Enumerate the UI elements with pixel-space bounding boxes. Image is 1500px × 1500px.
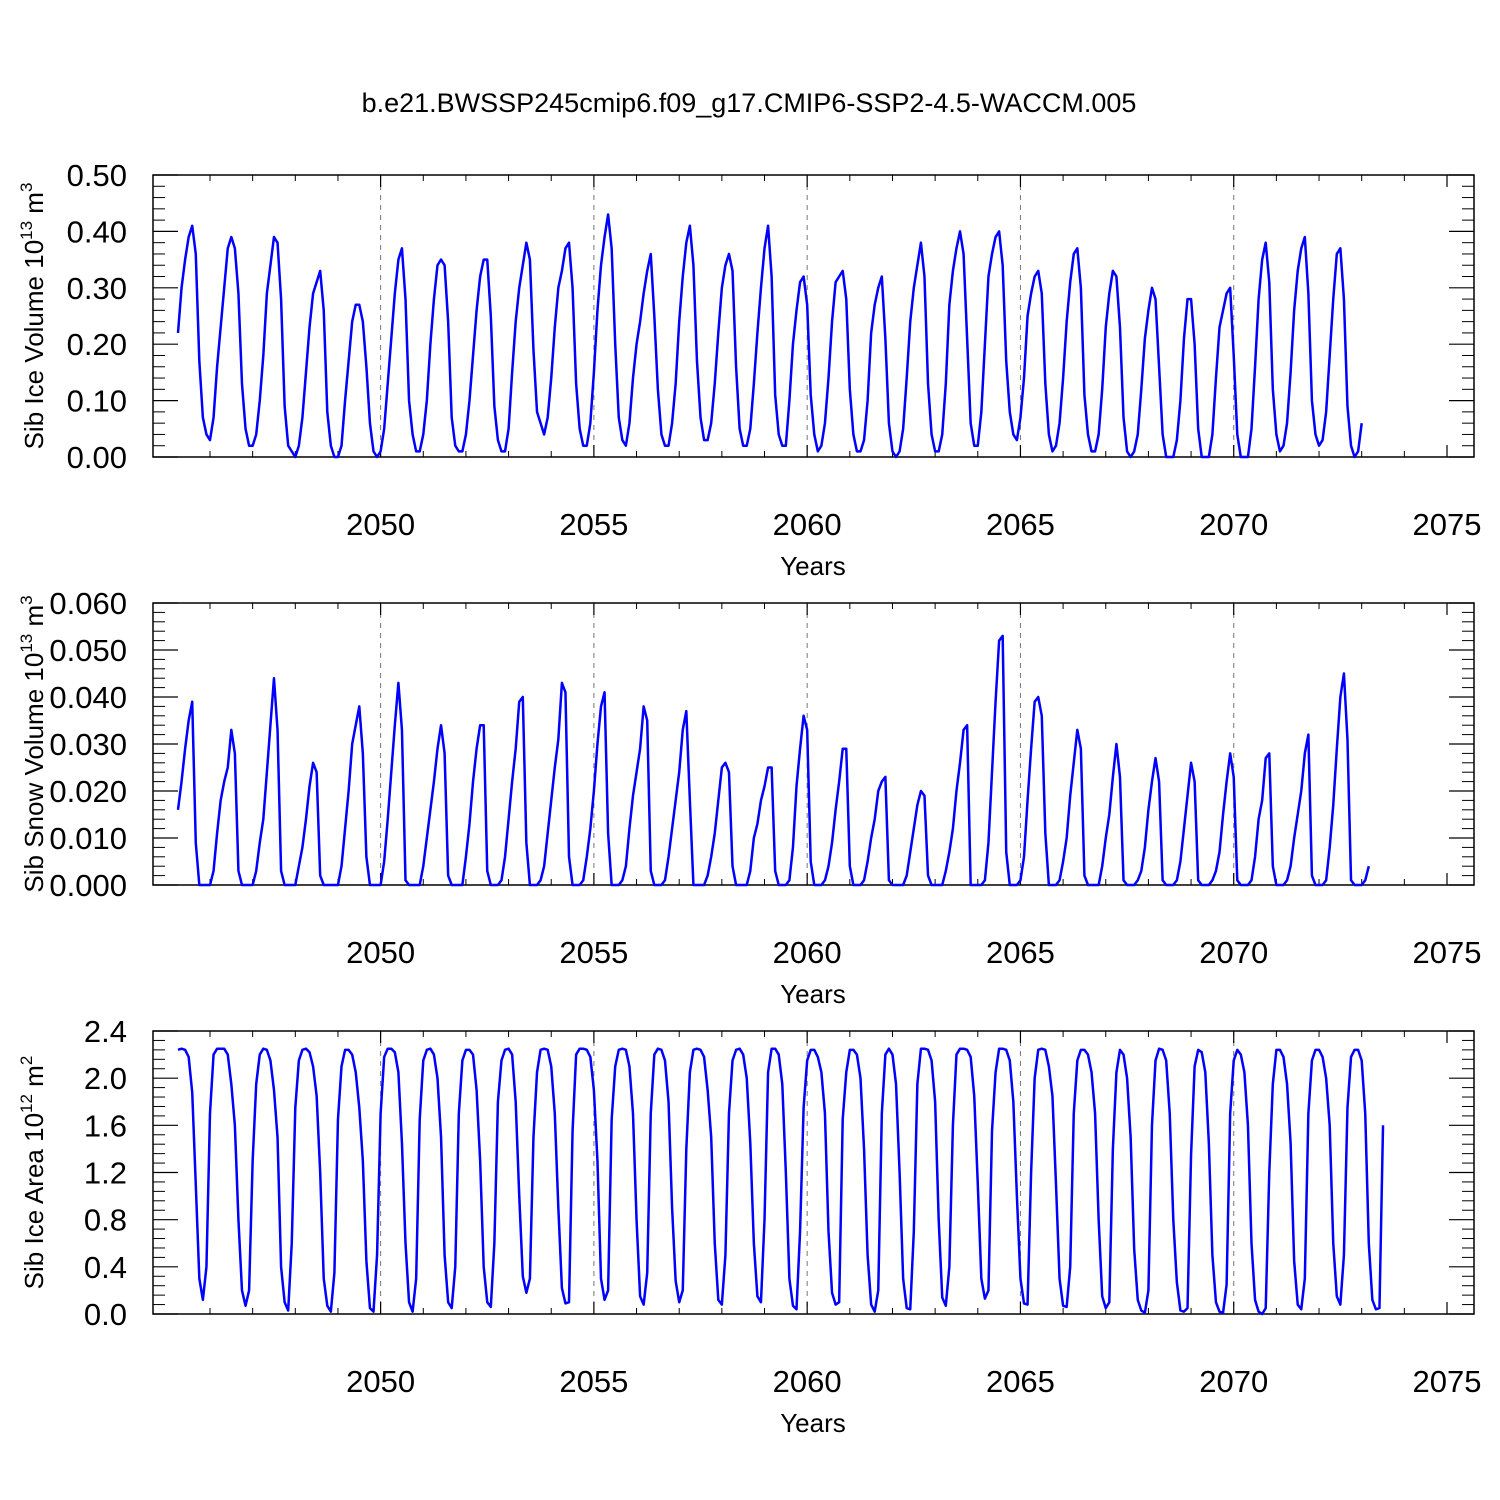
x-tick-label: 2055 — [559, 1364, 628, 1399]
x-tick-label: 2070 — [1199, 507, 1268, 542]
y-tick-label: 2.4 — [84, 1014, 127, 1049]
y-tick-label: 0.050 — [49, 633, 127, 668]
y-tick-label: 0.40 — [67, 214, 127, 249]
plot-frame — [152, 1030, 1475, 1315]
chart-panels: 2050 2055 2060 2065 2070 2075 0.00 0.10 0.20 0.30… — [17, 158, 1481, 1438]
x-axis-label: Years — [780, 979, 846, 1009]
x-tick-label: 2050 — [346, 1364, 415, 1399]
x-tick-label: 2070 — [1199, 935, 1268, 970]
series-line — [176, 213, 1363, 459]
y-tick-label: 0.10 — [67, 384, 127, 419]
x-axis-label: Years — [780, 551, 846, 581]
y-tick-label: 0.000 — [49, 868, 127, 903]
y-axis-label: Sib Snow Volume 1013 m3 — [17, 595, 49, 892]
y-tick-label: 0.30 — [67, 271, 127, 306]
y-tick-label: 0.00 — [67, 440, 127, 475]
y-axis-label-unit: m — [19, 1065, 49, 1094]
y-axis-label-text: Sib Ice Area 10 — [19, 1113, 49, 1289]
x-tick-label: 2060 — [773, 507, 842, 542]
x-tick-label: 2065 — [986, 935, 1055, 970]
y-axis-label-unit-exponent: 3 — [17, 183, 36, 192]
y-axis-label: Sib Ice Area 1012 m2 — [17, 1056, 49, 1290]
x-tick-label: 2070 — [1199, 1364, 1268, 1399]
x-tick-label: 2075 — [1413, 1364, 1482, 1399]
x-tick-label: 2055 — [559, 507, 628, 542]
x-tick-label: 2050 — [346, 935, 415, 970]
y-axis-label-exponent: 13 — [17, 634, 36, 653]
y-tick-label: 1.6 — [84, 1108, 127, 1143]
y-axis-label-text: Sib Ice Volume 10 — [19, 240, 49, 450]
y-tick-label: 0.20 — [67, 327, 127, 362]
y-axis-label: Sib Ice Volume 1013 m3 — [17, 183, 49, 450]
y-axis-label-exponent: 13 — [17, 221, 36, 240]
x-tick-label: 2065 — [986, 1364, 1055, 1399]
y-axis-label-unit: m — [19, 192, 49, 221]
series-line — [176, 634, 1371, 887]
y-tick-label: 0.060 — [49, 586, 127, 621]
y-tick-label: 0.030 — [49, 727, 127, 762]
y-axis-label-unit-exponent: 3 — [17, 595, 36, 604]
y-axis-label-unit: m — [19, 605, 49, 634]
y-axis-label-text: Sib Snow Volume 10 — [19, 653, 49, 893]
panel-1: 2050 2055 2060 2065 2070 2075 0.00 0.10 0.20 0.30… — [17, 158, 1481, 581]
y-tick-label: 0.040 — [49, 680, 127, 715]
panel-2: 2050 2055 2060 2065 2070 2075 0.000 0.010 0.020 0… — [17, 586, 1481, 1009]
y-axis-label-exponent: 12 — [17, 1094, 36, 1113]
figure-title: b.e21.BWSSP245cmip6.f09_g17.CMIP6-SSP2-4… — [362, 88, 1137, 118]
x-tick-label: 2055 — [559, 935, 628, 970]
y-tick-label: 1.2 — [84, 1156, 127, 1191]
x-tick-label: 2075 — [1413, 935, 1482, 970]
x-tick-label: 2065 — [986, 507, 1055, 542]
x-tick-label: 2060 — [773, 935, 842, 970]
y-tick-label: 0.0 — [84, 1297, 127, 1332]
y-tick-label: 0.4 — [84, 1250, 127, 1285]
x-tick-label: 2050 — [346, 507, 415, 542]
y-tick-label: 0.8 — [84, 1203, 127, 1238]
y-tick-label: 0.010 — [49, 821, 127, 856]
x-axis-label: Years — [780, 1408, 846, 1438]
x-tick-label: 2060 — [773, 1364, 842, 1399]
y-axis-label-unit-exponent: 2 — [17, 1056, 36, 1065]
x-tick-label: 2075 — [1413, 507, 1482, 542]
plot-frame — [152, 174, 1475, 458]
panel-3: 2050 2055 2060 2065 2070 2075 0.0 0.4 0.8 1.2 1.6 2… — [17, 1014, 1481, 1438]
y-tick-label: 0.020 — [49, 774, 127, 809]
y-tick-label: 2.0 — [84, 1061, 127, 1096]
series-line — [177, 1047, 1385, 1316]
y-tick-label: 0.50 — [67, 158, 127, 193]
